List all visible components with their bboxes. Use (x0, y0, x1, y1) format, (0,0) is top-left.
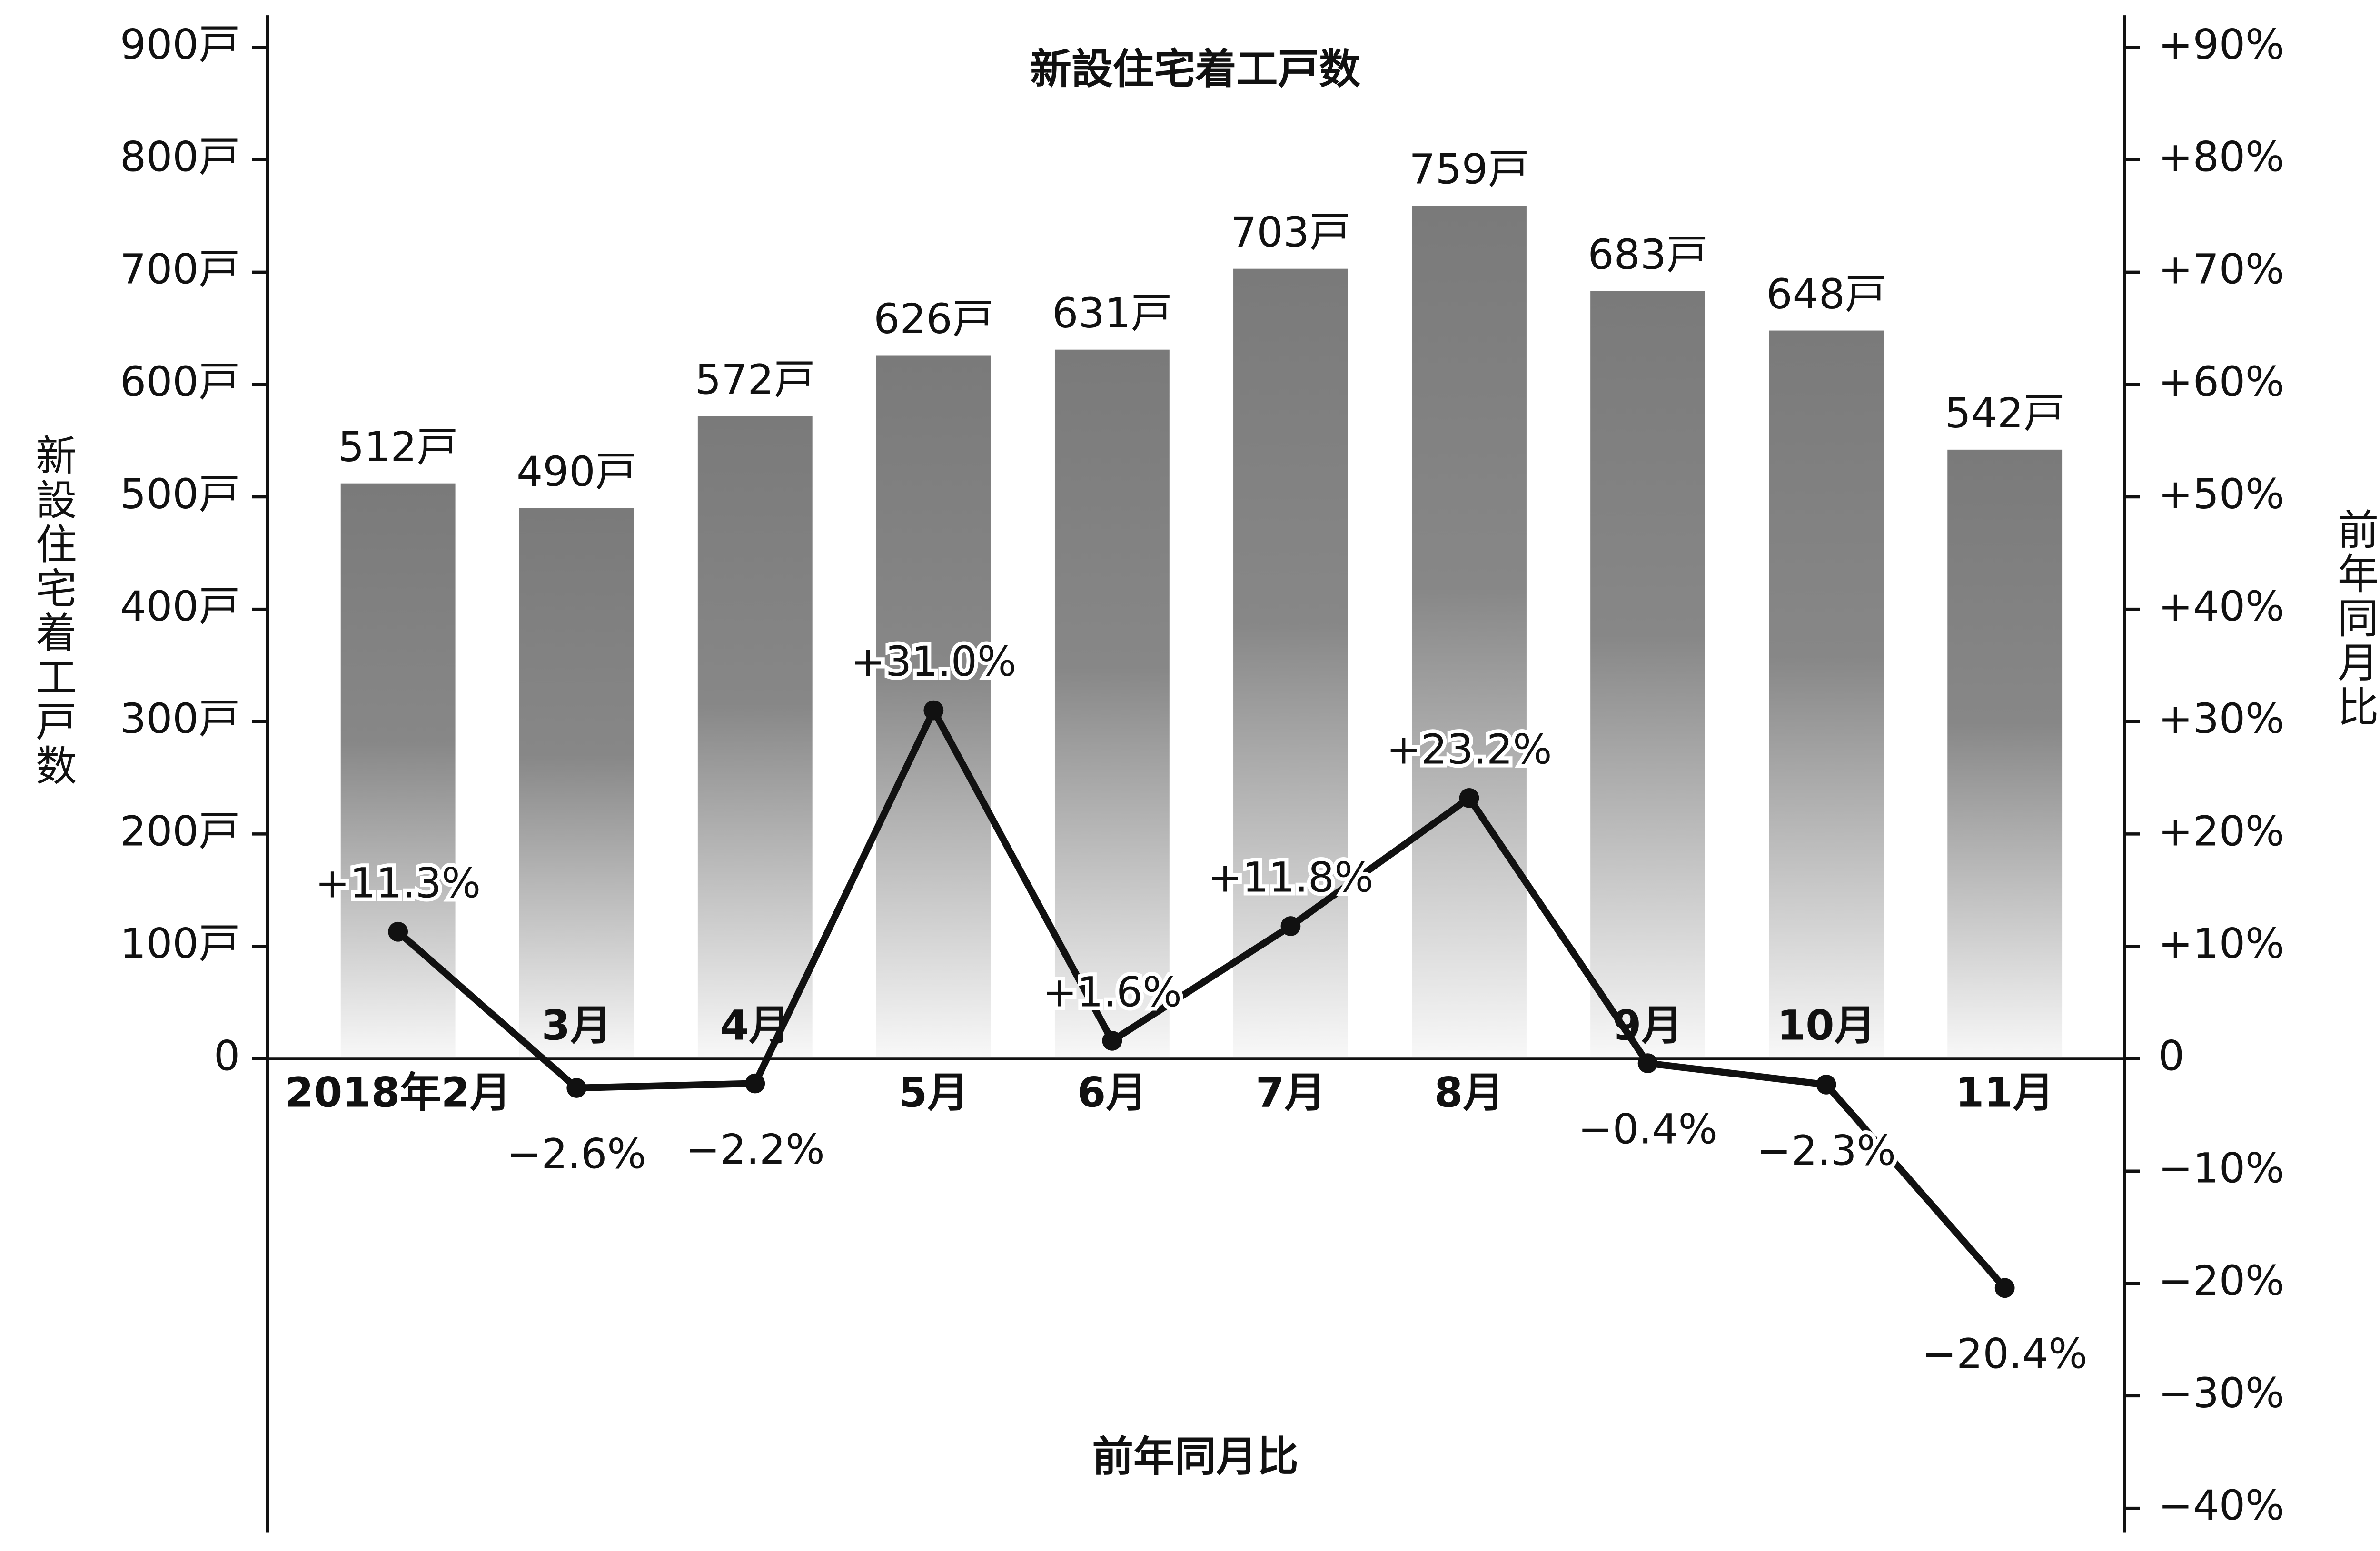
x-tick-label: 5月 (899, 1069, 969, 1117)
line-value-label: −2.6% (507, 1130, 646, 1178)
chart-title: 新設住宅着工戸数 (1030, 46, 1360, 93)
line-value-label: +11.8% (1208, 854, 1373, 902)
bar-value-label: 648戸 (1766, 271, 1886, 318)
bar-value-label: 490戸 (516, 448, 636, 496)
line-point (1637, 1053, 1658, 1073)
bar (1233, 268, 1348, 1059)
y2-tick-label: 0 (2158, 1033, 2184, 1080)
line-value-label: +1.6% (1042, 968, 1182, 1016)
x-tick-label: 2018年2月 (285, 1069, 511, 1117)
bar (1054, 349, 1170, 1059)
y-tick-label: 300戸 (120, 695, 240, 743)
y2-tick-label: +20% (2158, 808, 2284, 855)
line-point (388, 921, 408, 942)
y-tick-label: 600戸 (120, 358, 240, 406)
line-value-label: +23.2% (1386, 726, 1552, 773)
y2-tick-label: −40% (2158, 1482, 2284, 1530)
y-tick-label: 500戸 (120, 471, 240, 518)
y2-tick-label: +10% (2158, 920, 2284, 968)
line-point (1102, 1030, 1122, 1051)
y-axis-title: 新設住宅着工戸数 (28, 434, 76, 789)
line-value-label: −2.2% (685, 1126, 825, 1174)
y2-tick-label: −10% (2158, 1145, 2284, 1193)
y-tick-label: 100戸 (120, 920, 240, 968)
line-point (923, 700, 944, 721)
y2-tick-label: −30% (2158, 1370, 2284, 1417)
line (396, 707, 2008, 1291)
y2-tick-label: +90% (2158, 21, 2284, 69)
bar-value-label: 759戸 (1409, 146, 1529, 194)
line-point (1459, 788, 1479, 808)
bar (519, 508, 634, 1059)
annotation: 前年同月比 (1092, 1433, 1298, 1481)
bar-value-label: 631戸 (1052, 290, 1172, 337)
x-tick-label: 9月 (1613, 1002, 1683, 1049)
y2-tick-label: +60% (2158, 358, 2284, 406)
bar-value-label: 572戸 (695, 356, 815, 404)
bar-value-label: 512戸 (338, 424, 458, 471)
bar-value-label: 626戸 (873, 296, 993, 343)
line-point (1816, 1075, 1836, 1095)
bar (340, 483, 456, 1059)
y-tick-label: 800戸 (120, 134, 240, 181)
bar (1769, 330, 1884, 1059)
line-point (1280, 916, 1301, 936)
bar (1947, 449, 2063, 1059)
line-point (1994, 1278, 2015, 1298)
bar (697, 416, 813, 1059)
y2-tick-label: −20% (2158, 1257, 2284, 1305)
y2-tick-label: +30% (2158, 695, 2284, 743)
x-tick-label: 7月 (1256, 1069, 1326, 1117)
x-tick-label: 11月 (1955, 1069, 2054, 1117)
x-tick-label: 6月 (1077, 1069, 1147, 1117)
bar-value-label: 683戸 (1587, 231, 1707, 279)
y-tick-label: 700戸 (120, 246, 240, 294)
line-value-label: −20.4% (1922, 1331, 2088, 1378)
line-point (566, 1078, 587, 1098)
y-tick-label: 900戸 (120, 21, 240, 69)
x-tick-label: 10月 (1777, 1002, 1875, 1049)
line-value-label: +31.0% (851, 638, 1016, 686)
line-point (745, 1073, 765, 1094)
bar (1590, 291, 1705, 1059)
y2-tick-label: +40% (2158, 583, 2284, 631)
x-tick-label: 4月 (720, 1002, 790, 1049)
bar-value-label: 703戸 (1230, 209, 1350, 257)
y-tick-label: 200戸 (120, 808, 240, 855)
x-tick-label: 3月 (542, 1002, 612, 1049)
line-value-label: +11.3% (315, 859, 481, 907)
line-value-label: −2.3% (1756, 1127, 1896, 1175)
y2-tick-label: +80% (2158, 134, 2284, 181)
bar-value-label: 542戸 (1945, 390, 2065, 437)
y2-tick-label: +70% (2158, 246, 2284, 294)
y-tick-label: 0 (214, 1033, 240, 1080)
y2-axis-title: 前年同月比 (2330, 508, 2378, 730)
x-tick-label: 8月 (1434, 1069, 1504, 1117)
y2-tick-label: +50% (2158, 471, 2284, 518)
bar (1412, 206, 1527, 1059)
line-value-label: −0.4% (1578, 1106, 1717, 1153)
y-tick-label: 400戸 (120, 583, 240, 631)
